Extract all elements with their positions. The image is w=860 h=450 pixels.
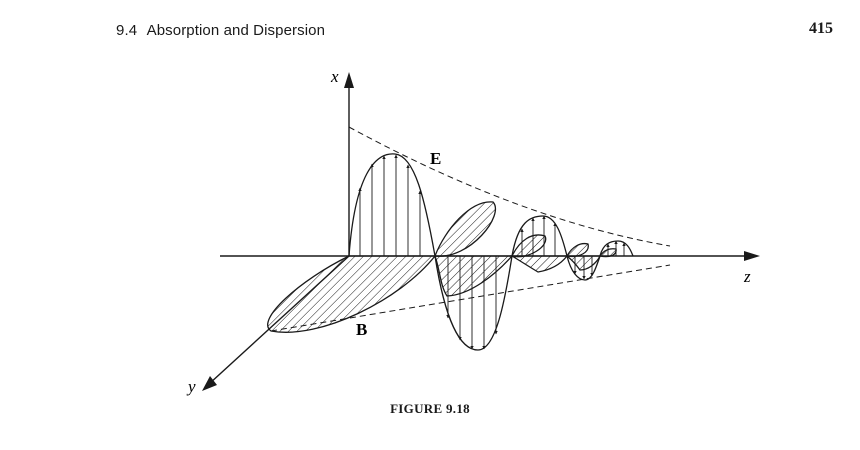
z-axis-arrowhead (744, 251, 760, 261)
y-axis-label: y (186, 377, 196, 396)
section-number: 9.4 (116, 22, 138, 39)
x-axis-arrowhead (344, 72, 354, 88)
section-title: Absorption and Dispersion (146, 22, 326, 39)
b-field-label: B (356, 320, 367, 339)
e-field-label: E (430, 149, 441, 168)
y-axis-arrowhead (202, 376, 217, 391)
b-envelope (270, 264, 671, 332)
running-head: 9.4 Absorption and Dispersion (116, 22, 325, 39)
e-field-wave (348, 153, 634, 351)
figure-caption: FIGURE 9.18 (390, 401, 470, 416)
page-number: 415 (809, 20, 833, 37)
z-axis-label: z (743, 267, 751, 286)
x-axis-label: x (330, 67, 339, 86)
e-envelope (348, 126, 671, 247)
b-field-wave (267, 201, 617, 333)
